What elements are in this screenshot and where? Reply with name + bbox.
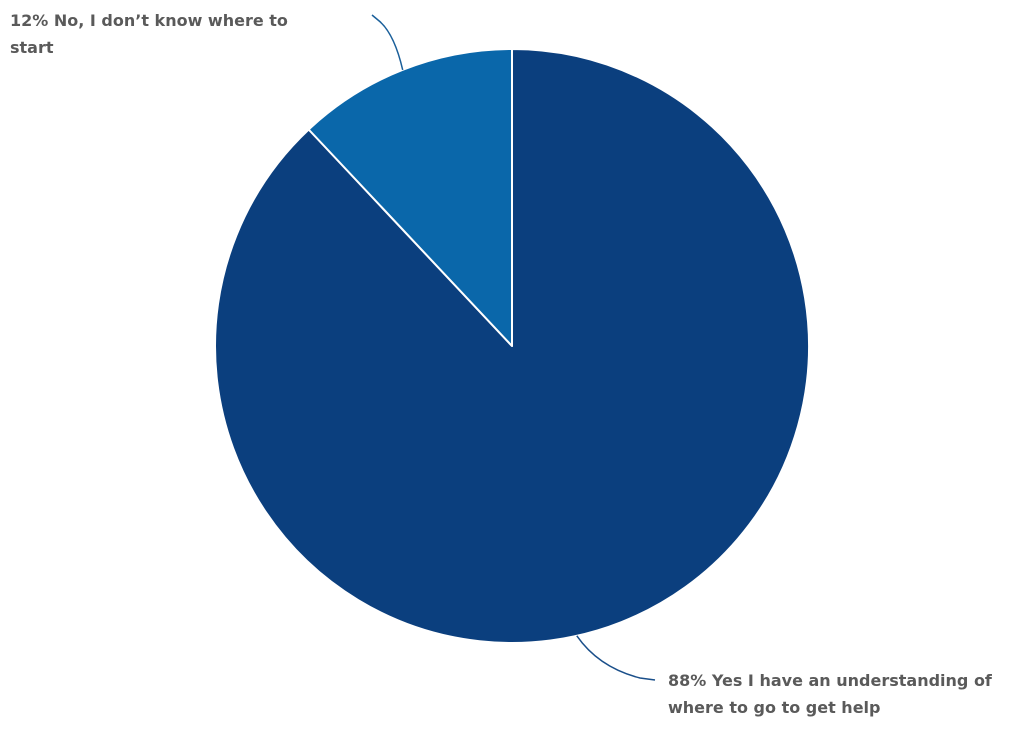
leader-lines <box>371 14 656 681</box>
pie-slice-yes <box>214 48 810 644</box>
pie-slices <box>214 48 810 644</box>
slice-label-line: 88% Yes I have an understanding of <box>668 671 993 690</box>
slice-label-line: where to go to get help <box>668 698 880 717</box>
slice-labels: 88% Yes I have an understanding of where … <box>10 11 993 717</box>
slice-label-no: 12% No, I don’t know where to start <box>10 11 288 57</box>
leader-line-no <box>371 14 404 71</box>
slice-label-line: 12% No, I don’t know where to <box>10 11 288 30</box>
slice-label-yes: 88% Yes I have an understanding of where … <box>668 671 993 717</box>
leader-line-yes <box>576 635 656 681</box>
slice-label-line: start <box>10 38 54 57</box>
